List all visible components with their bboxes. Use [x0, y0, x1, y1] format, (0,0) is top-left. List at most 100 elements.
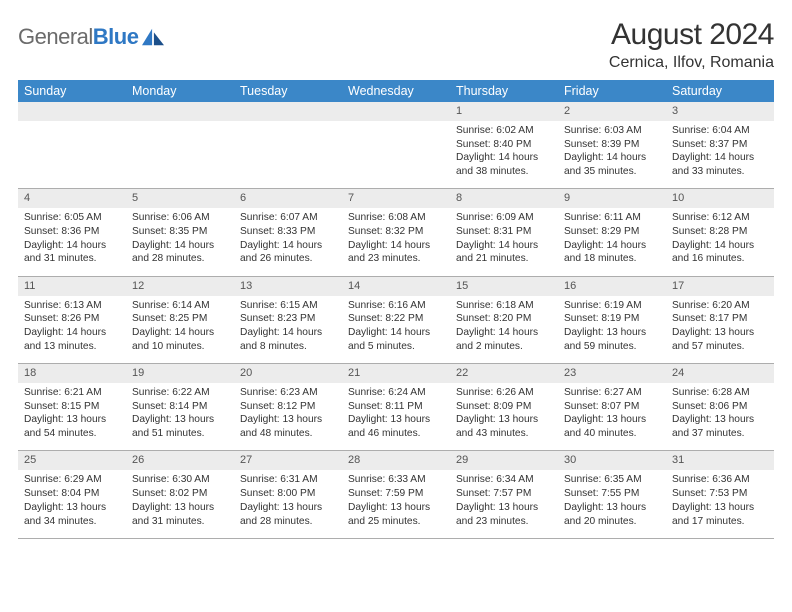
day-number: 14 — [342, 276, 450, 295]
daylight-text: Daylight: 14 hours — [240, 326, 336, 340]
day-number: 13 — [234, 276, 342, 295]
daylight-text: Daylight: 14 hours — [564, 151, 660, 165]
daylight-text: Daylight: 13 hours — [456, 501, 552, 515]
sunset-text: Sunset: 8:12 PM — [240, 400, 336, 414]
daylight-text: Daylight: 14 hours — [456, 151, 552, 165]
weekday-header: Monday — [126, 80, 234, 102]
day-number: 29 — [450, 451, 558, 470]
daynum-row: 25262728293031 — [18, 451, 774, 470]
detail-row: Sunrise: 6:05 AMSunset: 8:36 PM Daylight:… — [18, 208, 774, 276]
sunrise-text: Sunrise: 6:11 AM — [564, 211, 660, 225]
daylight-text: and 51 minutes. — [132, 427, 228, 441]
day-number: 17 — [666, 276, 774, 295]
day-number: 9 — [558, 189, 666, 208]
daylight-text: and 23 minutes. — [456, 515, 552, 529]
daylight-text: Daylight: 13 hours — [672, 326, 768, 340]
day-cell: Sunrise: 6:14 AMSunset: 8:25 PMDaylight:… — [126, 296, 234, 364]
day-number: 5 — [126, 189, 234, 208]
daylight-text: Daylight: 14 hours — [456, 326, 552, 340]
day-number: 1 — [450, 102, 558, 121]
daylight-text: and 34 minutes. — [24, 515, 120, 529]
sunset-text: Sunset: 8:11 PM — [348, 400, 444, 414]
sunrise-text: Sunrise: 6:16 AM — [348, 299, 444, 313]
sunrise-text: Sunrise: 6:13 AM — [24, 299, 120, 313]
sunrise-text: Sunrise: 6:33 AM — [348, 473, 444, 487]
weekday-header: Sunday — [18, 80, 126, 102]
sunset-text: Sunset: 8:39 PM — [564, 138, 660, 152]
day-cell: Sunrise: 6:33 AMSunset: 7:59 PMDaylight:… — [342, 470, 450, 538]
daynum-row: 45678910 — [18, 189, 774, 208]
sunrise-text: Sunrise: 6:05 AM — [24, 211, 120, 225]
daylight-text: and 23 minutes. — [348, 252, 444, 266]
day-number: 26 — [126, 451, 234, 470]
day-cell: Sunrise: 6:19 AMSunset: 8:19 PMDaylight:… — [558, 296, 666, 364]
sunset-text: Sunset: 8:31 PM — [456, 225, 552, 239]
sunrise-text: Sunrise: 6:22 AM — [132, 386, 228, 400]
detail-row: Sunrise: 6:29 AMSunset: 8:04 PMDaylight:… — [18, 470, 774, 538]
day-number: 7 — [342, 189, 450, 208]
day-number: 22 — [450, 364, 558, 383]
sunset-text: Sunset: 8:32 PM — [348, 225, 444, 239]
sunset-text: Sunset: 8:19 PM — [564, 312, 660, 326]
day-cell: Sunrise: 6:26 AMSunset: 8:09 PMDaylight:… — [450, 383, 558, 451]
sunset-text: Sunset: 8:23 PM — [240, 312, 336, 326]
daylight-text: and 59 minutes. — [564, 340, 660, 354]
weekday-header: Tuesday — [234, 80, 342, 102]
sunrise-text: Sunrise: 6:20 AM — [672, 299, 768, 313]
daylight-text: and 57 minutes. — [672, 340, 768, 354]
day-cell: Sunrise: 6:12 AMSunset: 8:28 PMDaylight:… — [666, 208, 774, 276]
sunrise-text: Sunrise: 6:24 AM — [348, 386, 444, 400]
day-number: 23 — [558, 364, 666, 383]
day-number — [234, 102, 342, 121]
daynum-row: 123 — [18, 102, 774, 121]
sunrise-text: Sunrise: 6:03 AM — [564, 124, 660, 138]
day-number: 27 — [234, 451, 342, 470]
daylight-text: Daylight: 13 hours — [672, 413, 768, 427]
title-month: August 2024 — [609, 18, 774, 52]
weekday-header: Thursday — [450, 80, 558, 102]
day-cell: Sunrise: 6:35 AMSunset: 7:55 PMDaylight:… — [558, 470, 666, 538]
day-cell: Sunrise: 6:07 AMSunset: 8:33 PMDaylight:… — [234, 208, 342, 276]
day-number: 28 — [342, 451, 450, 470]
daylight-text: and 26 minutes. — [240, 252, 336, 266]
daylight-text: Daylight: 14 hours — [132, 326, 228, 340]
day-number: 8 — [450, 189, 558, 208]
daylight-text: Daylight: 13 hours — [456, 413, 552, 427]
sunset-text: Sunset: 8:06 PM — [672, 400, 768, 414]
day-number — [18, 102, 126, 121]
sunset-text: Sunset: 8:36 PM — [24, 225, 120, 239]
daylight-text: and 31 minutes. — [132, 515, 228, 529]
detail-row: Sunrise: 6:13 AMSunset: 8:26 PMDaylight:… — [18, 296, 774, 364]
daylight-text: Daylight: 13 hours — [132, 501, 228, 515]
sunrise-text: Sunrise: 6:23 AM — [240, 386, 336, 400]
daylight-text: and 13 minutes. — [24, 340, 120, 354]
day-cell: Sunrise: 6:31 AMSunset: 8:00 PMDaylight:… — [234, 470, 342, 538]
daylight-text: and 28 minutes. — [132, 252, 228, 266]
daylight-text: and 40 minutes. — [564, 427, 660, 441]
daylight-text: and 46 minutes. — [348, 427, 444, 441]
daylight-text: Daylight: 13 hours — [348, 413, 444, 427]
sunrise-text: Sunrise: 6:04 AM — [672, 124, 768, 138]
day-cell: Sunrise: 6:04 AMSunset: 8:37 PMDaylight:… — [666, 121, 774, 189]
day-number — [342, 102, 450, 121]
header: GeneralBlue August 2024 Cernica, Ilfov, … — [18, 18, 774, 72]
day-cell: Sunrise: 6:29 AMSunset: 8:04 PMDaylight:… — [18, 470, 126, 538]
daylight-text: Daylight: 13 hours — [564, 501, 660, 515]
daylight-text: and 43 minutes. — [456, 427, 552, 441]
daylight-text: Daylight: 14 hours — [132, 239, 228, 253]
day-number: 18 — [18, 364, 126, 383]
weekday-header: Friday — [558, 80, 666, 102]
sunrise-text: Sunrise: 6:12 AM — [672, 211, 768, 225]
daylight-text: Daylight: 13 hours — [240, 501, 336, 515]
day-cell: Sunrise: 6:08 AMSunset: 8:32 PMDaylight:… — [342, 208, 450, 276]
daylight-text: Daylight: 14 hours — [564, 239, 660, 253]
day-number: 16 — [558, 276, 666, 295]
sunset-text: Sunset: 8:28 PM — [672, 225, 768, 239]
daylight-text: and 8 minutes. — [240, 340, 336, 354]
daylight-text: Daylight: 14 hours — [456, 239, 552, 253]
logo: GeneralBlue — [18, 24, 164, 50]
daylight-text: and 21 minutes. — [456, 252, 552, 266]
daylight-text: and 16 minutes. — [672, 252, 768, 266]
daylight-text: and 10 minutes. — [132, 340, 228, 354]
day-number: 2 — [558, 102, 666, 121]
